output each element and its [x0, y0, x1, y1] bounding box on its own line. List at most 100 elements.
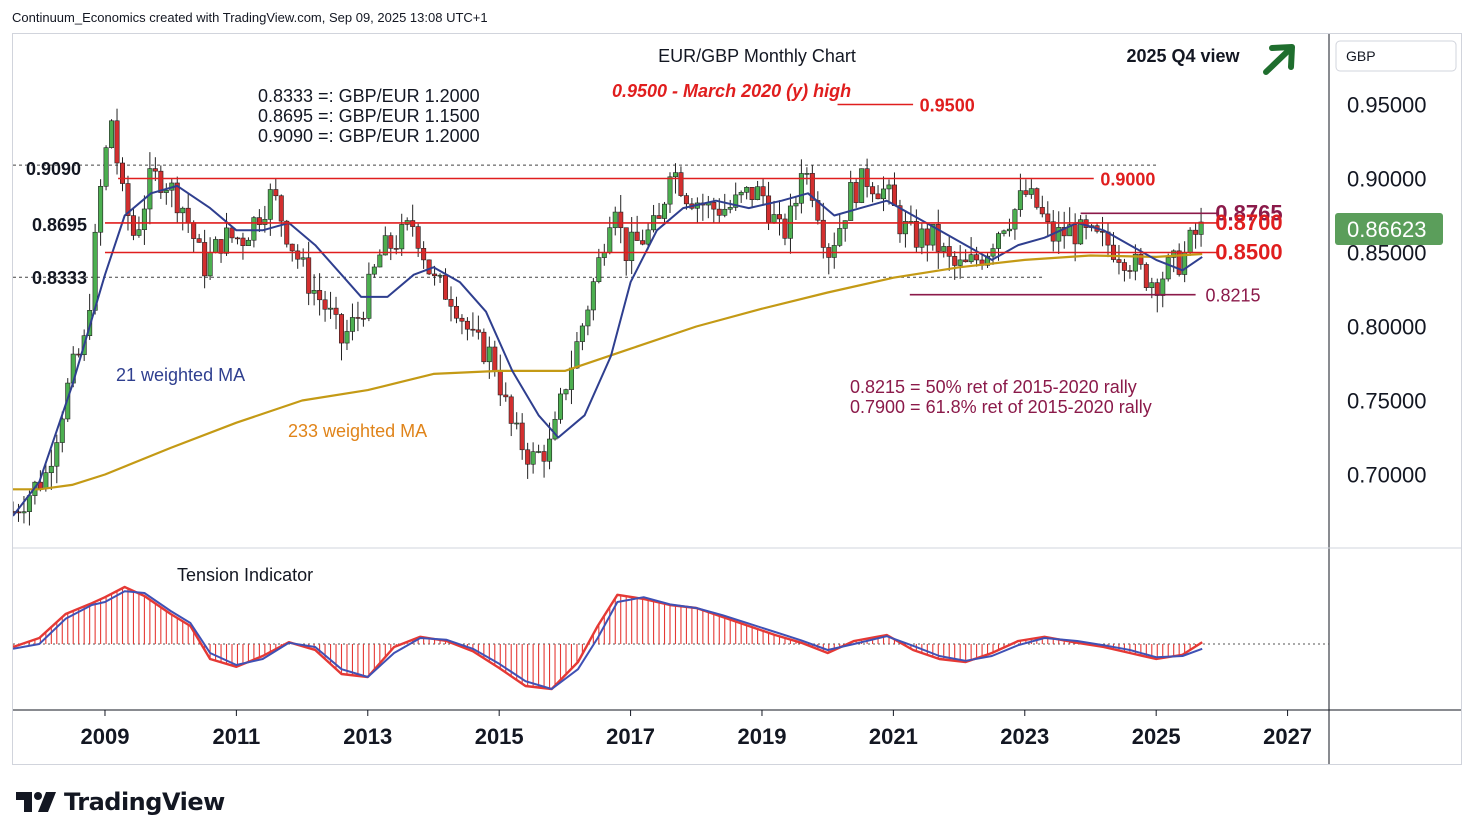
view-label: 2025 Q4 view	[1126, 46, 1240, 66]
candle-body	[891, 184, 897, 206]
candle-body	[196, 238, 202, 243]
march-high-annotation: 0.9500 - March 2020 (y) high	[612, 81, 851, 101]
candle	[180, 206, 186, 231]
candle-body	[995, 233, 1001, 249]
candle-body	[607, 227, 613, 253]
candle-body	[645, 229, 651, 245]
candle-body	[798, 173, 804, 204]
candle-body	[716, 208, 722, 216]
candle	[1176, 243, 1182, 277]
candle	[963, 249, 969, 263]
candle-body	[859, 168, 865, 203]
currency-button[interactable]: GBP	[1335, 40, 1457, 72]
candle	[120, 157, 126, 192]
candle	[311, 274, 317, 306]
candle	[815, 191, 821, 225]
candle	[793, 196, 799, 220]
candle-body	[202, 242, 208, 277]
candle	[612, 206, 618, 236]
candle-body	[497, 370, 503, 396]
candle-body	[1006, 228, 1012, 232]
candle	[432, 265, 438, 286]
candle-body	[130, 215, 136, 236]
candle-body	[256, 217, 262, 225]
candle	[776, 200, 782, 236]
candle-body	[1072, 224, 1078, 245]
chart-frame	[12, 33, 1462, 765]
candle	[464, 317, 470, 341]
candle	[541, 444, 547, 478]
candle-body	[536, 451, 542, 453]
candle	[371, 264, 377, 278]
candle-body	[399, 224, 405, 250]
candle	[421, 241, 427, 269]
candle	[1127, 264, 1133, 279]
candle	[1132, 244, 1138, 281]
last-price-value: 0.86623	[1347, 217, 1427, 242]
candle-body	[678, 172, 684, 196]
candle-body	[475, 329, 481, 333]
candle-body	[213, 239, 219, 253]
candle	[306, 241, 312, 306]
candle	[968, 237, 974, 264]
candle	[804, 167, 810, 185]
candle	[590, 277, 596, 321]
candle	[338, 313, 344, 361]
candle-body	[760, 186, 766, 197]
candle-body	[935, 224, 941, 252]
candle	[109, 119, 115, 149]
candle-body	[48, 465, 54, 474]
candle	[1039, 195, 1045, 218]
candle-body	[820, 219, 826, 248]
candle	[689, 198, 695, 211]
x-tick-label: 2015	[475, 724, 524, 749]
candle	[853, 179, 859, 208]
candle	[1187, 227, 1193, 256]
candle	[678, 166, 684, 198]
conversion-line-1: 0.8333 =: GBP/EUR 1.2000	[258, 86, 480, 106]
level-label-0.8500: 0.8500	[1215, 240, 1282, 265]
candle	[519, 413, 525, 460]
candle	[722, 193, 728, 218]
candle-body	[443, 274, 449, 300]
candle-body	[1187, 229, 1193, 253]
candle	[831, 232, 837, 269]
y-tick-label: 0.95000	[1347, 93, 1427, 118]
candle-body	[21, 511, 27, 514]
candle	[224, 212, 230, 256]
candle	[640, 229, 646, 246]
candle-body	[514, 422, 520, 425]
tradingview-logo[interactable]: TradingView	[16, 788, 225, 816]
candle-body	[98, 186, 104, 233]
candle-body	[174, 182, 180, 214]
candle-body	[596, 257, 602, 282]
candle	[820, 202, 826, 259]
candle-body	[733, 194, 739, 208]
candle-body	[295, 250, 301, 260]
candle	[245, 237, 251, 246]
candle-body	[612, 211, 618, 229]
candle	[623, 227, 629, 276]
candle-body	[1023, 190, 1029, 195]
candle-body	[547, 438, 553, 462]
candle-body	[1045, 213, 1051, 223]
candle-body	[360, 317, 366, 320]
candle-body	[415, 226, 421, 249]
candle	[344, 319, 350, 351]
candle-body	[557, 393, 563, 420]
candle	[1056, 211, 1062, 254]
candle-body	[963, 259, 969, 263]
candle-body	[525, 449, 531, 465]
tension-slow-line	[13, 590, 1203, 690]
candle-body	[267, 189, 273, 220]
candle	[771, 200, 777, 224]
candle-body	[870, 186, 876, 195]
y-tick-label: 0.75000	[1347, 389, 1427, 414]
candle	[568, 350, 574, 405]
candle-body	[875, 193, 881, 200]
candle	[618, 195, 624, 244]
candle-body	[245, 239, 251, 246]
candle-body	[623, 227, 629, 262]
candle-body	[1028, 188, 1034, 195]
